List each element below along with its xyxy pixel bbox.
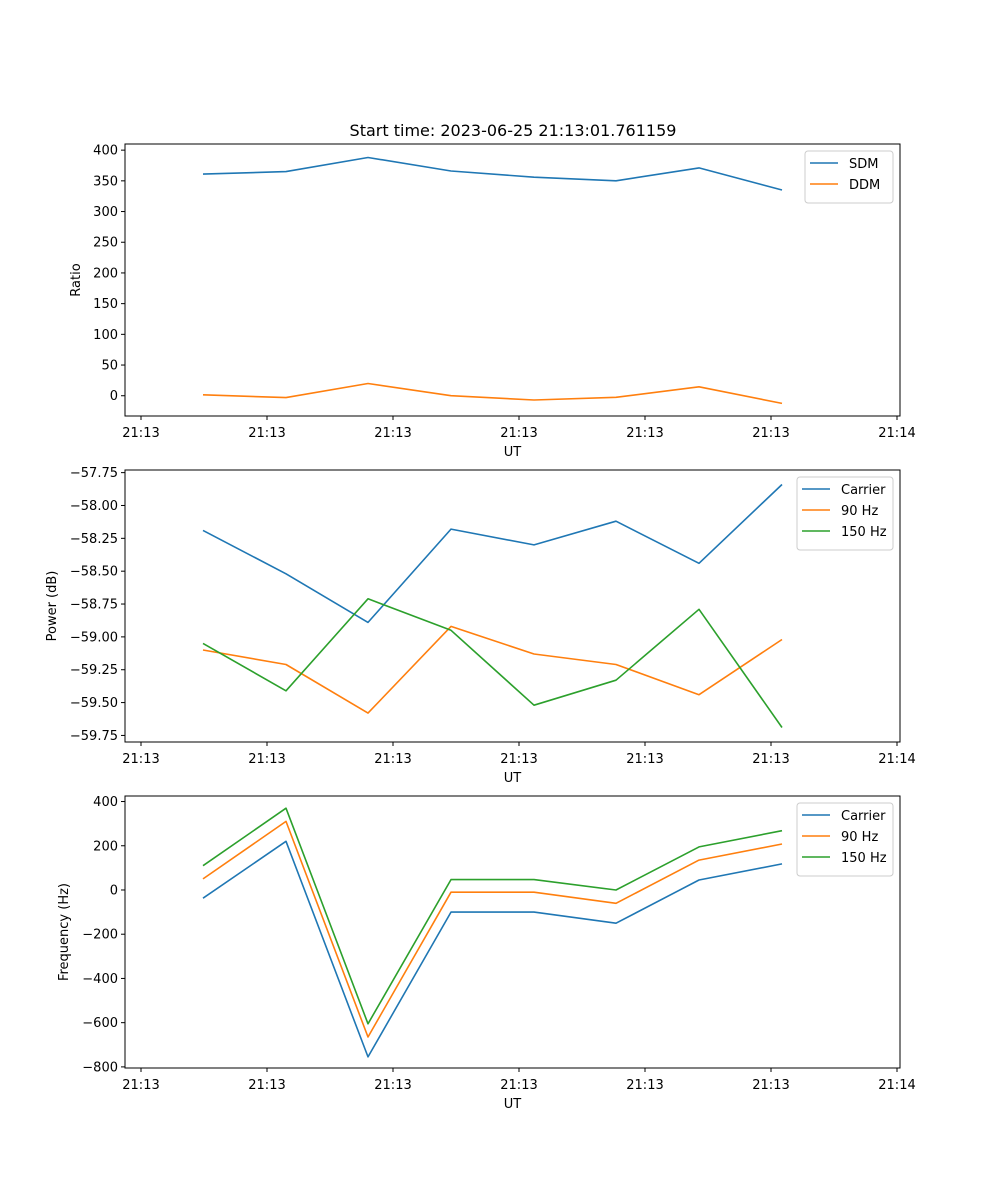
y-tick-label: −800 — [82, 1060, 118, 1075]
y-tick-label: 400 — [93, 795, 118, 810]
x-tick-label: 21:13 — [752, 426, 789, 441]
x-axis-label: UT — [504, 445, 522, 460]
y-tick-label: −59.50 — [70, 696, 118, 711]
legend-label: 90 Hz — [841, 830, 878, 845]
x-tick-label: 21:13 — [626, 1078, 663, 1093]
series-line-sdm — [202, 156, 783, 191]
x-tick-label: 21:14 — [878, 752, 915, 767]
x-tick-label: 21:13 — [374, 1078, 411, 1093]
legend-box — [804, 150, 894, 204]
y-tick-label: 100 — [93, 328, 118, 343]
x-tick-label: 21:13 — [752, 752, 789, 767]
y-axis-label: Ratio — [69, 263, 84, 296]
y-tick-label: −58.00 — [70, 499, 118, 514]
y-tick-label: −600 — [82, 1016, 118, 1031]
y-tick-label: −59.00 — [70, 630, 118, 645]
x-tick-label: 21:13 — [626, 752, 663, 767]
legend: Carrier 90 Hz 150 Hz — [796, 476, 894, 551]
legend-label: 90 Hz — [841, 504, 878, 519]
y-tick-label: 150 — [93, 297, 118, 312]
y-tick-label: 400 — [93, 144, 118, 159]
series-line-carrier — [202, 483, 783, 624]
axes-frame — [124, 795, 901, 1069]
y-tick-label: −400 — [82, 972, 118, 987]
legend-label: Carrier — [841, 483, 886, 498]
subplot-1: 0 50 100 150 200 250 300 350 400 21:13 21:13 21:13 2… — [69, 143, 916, 460]
y-tick-label: −59.25 — [70, 663, 118, 678]
y-tick-label: −57.75 — [70, 466, 118, 481]
series-line-90-hz — [202, 625, 783, 714]
x-tick-label: 21:13 — [122, 752, 159, 767]
legend-label: SDM — [849, 157, 878, 172]
legend-label: DDM — [849, 178, 880, 193]
y-tick-label: −58.25 — [70, 532, 118, 547]
x-tick-label: 21:14 — [878, 426, 915, 441]
subplot-3: −800 −600 −400 −200 0 200 400 21:13 21:13 21:13 21… — [57, 795, 916, 1112]
x-tick-label: 21:14 — [878, 1078, 915, 1093]
x-axis-label: UT — [504, 1097, 522, 1112]
x-tick-label: 21:13 — [248, 426, 285, 441]
y-tick-label: −200 — [82, 928, 118, 943]
x-tick-label: 21:13 — [248, 752, 285, 767]
legend: Carrier 90 Hz 150 Hz — [796, 802, 894, 877]
x-tick-label: 21:13 — [374, 752, 411, 767]
legend-label: 150 Hz — [841, 525, 887, 540]
y-axis-label: Power (dB) — [45, 571, 60, 642]
figure-title: Start time: 2023-06-25 21:13:01.761159 — [350, 121, 677, 140]
x-axis-label: UT — [504, 771, 522, 786]
series-line-ddm — [202, 382, 783, 405]
series-line-90-hz — [202, 820, 783, 1038]
x-tick-label: 21:13 — [122, 426, 159, 441]
y-tick-label: −58.75 — [70, 598, 118, 613]
legend: SDM DDM — [804, 150, 894, 204]
y-tick-label: 250 — [93, 236, 118, 251]
subplot-2: −59.75 −59.50 −59.25 −59.00 −58.75 −58.50 −58.… — [45, 466, 916, 786]
y-tick-label: 200 — [93, 839, 118, 854]
x-tick-label: 21:13 — [500, 1078, 537, 1093]
y-axis-label: Frequency (Hz) — [57, 883, 72, 981]
y-tick-label: 0 — [110, 883, 118, 898]
x-tick-label: 21:13 — [122, 1078, 159, 1093]
x-tick-label: 21:13 — [500, 426, 537, 441]
y-tick-label: 350 — [93, 174, 118, 189]
y-tick-label: −59.75 — [70, 729, 118, 744]
x-tick-label: 21:13 — [374, 426, 411, 441]
x-tick-label: 21:13 — [500, 752, 537, 767]
series-line-150-hz — [202, 597, 783, 728]
legend-label: 150 Hz — [841, 851, 887, 866]
y-tick-label: 50 — [101, 359, 118, 374]
legend-label: Carrier — [841, 809, 886, 824]
y-tick-label: 300 — [93, 205, 118, 220]
x-tick-label: 21:13 — [752, 1078, 789, 1093]
axes-frame — [124, 143, 901, 417]
subplots: 0 50 100 150 200 250 300 350 400 21:13 21:13 21:13 2… — [45, 143, 916, 1112]
y-tick-label: 200 — [93, 266, 118, 281]
axes-frame — [124, 469, 901, 743]
y-tick-label: 0 — [110, 389, 118, 404]
x-tick-label: 21:13 — [248, 1078, 285, 1093]
series-line-150-hz — [202, 807, 783, 1025]
x-tick-label: 21:13 — [626, 426, 663, 441]
series-line-carrier — [202, 840, 783, 1058]
y-tick-label: −58.50 — [70, 565, 118, 580]
